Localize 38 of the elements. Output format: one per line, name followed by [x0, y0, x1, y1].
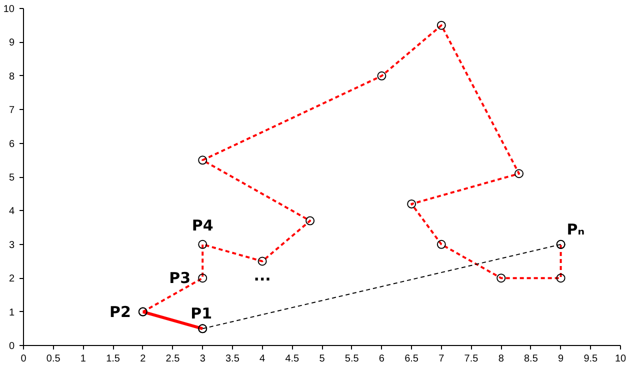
y-tick-label: 7	[8, 105, 15, 116]
x-tick-label: 4.5	[285, 354, 300, 364]
y-tick-label: 9	[8, 38, 15, 49]
x-tick-label: 8	[498, 354, 504, 364]
annotation: P4	[192, 216, 214, 234]
x-tick-label: 9.5	[584, 354, 598, 364]
annotation: P2	[109, 302, 131, 321]
y-tick-label: 0	[8, 341, 15, 352]
y-tick-label: 6	[8, 138, 15, 150]
x-tick-label: 3.5	[226, 354, 240, 364]
x-tick-label: 2.5	[166, 354, 180, 364]
y-tick-label: 4	[8, 206, 15, 218]
annotation: ...	[254, 266, 271, 284]
x-tick-label: 0	[20, 354, 27, 364]
y-tick-label: 3	[8, 240, 15, 251]
x-tick-label: 5	[319, 354, 326, 364]
x-tick-label: 4	[260, 354, 266, 364]
x-tick-label: 9	[558, 354, 564, 364]
y-tick-label: 5	[8, 172, 15, 184]
x-tick-label: 0.5	[46, 354, 61, 364]
annotation: Pₙ	[566, 220, 585, 238]
x-tick-label: 5.5	[344, 354, 360, 364]
x-tick-label: 2	[140, 354, 146, 364]
y-tick-label: 1	[8, 307, 15, 318]
y-tick-label: 10	[3, 4, 15, 15]
x-tick-label: 6	[378, 354, 385, 364]
x-tick-label: 8.5	[524, 354, 538, 364]
annotation: P3	[169, 269, 191, 288]
y-tick-label: 8	[8, 71, 15, 82]
x-tick-label: 7.5	[464, 354, 479, 364]
annotation: P1	[190, 304, 212, 323]
y-tick-label: 2	[8, 274, 15, 285]
x-tick-label: 7	[438, 354, 445, 364]
x-tick-label: 3	[200, 354, 206, 364]
x-tick-label: 1.5	[106, 354, 120, 364]
x-tick-label: 1	[80, 354, 86, 364]
x-tick-label: 10	[614, 354, 626, 364]
x-tick-label: 6.5	[404, 354, 419, 364]
